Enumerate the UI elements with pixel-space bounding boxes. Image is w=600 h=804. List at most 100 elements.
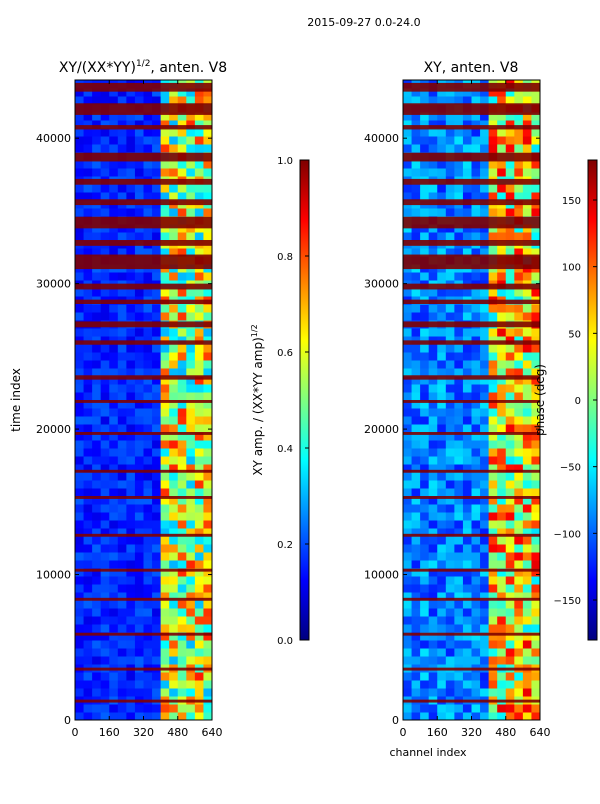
phase-heatmap-cell (522, 232, 532, 241)
amplitude-heatmap-cell (194, 640, 204, 649)
phase-heatmap-cell (462, 536, 472, 545)
amplitude-heatmap-cell (109, 704, 119, 713)
amplitude-heatmap-cell (83, 376, 93, 385)
phase-heatmap-cell (403, 520, 413, 529)
phase-heatmap-cell (480, 352, 490, 361)
phase-heatmap-cell (445, 232, 455, 241)
amplitude-heatmap-cell (134, 568, 144, 577)
phase-heatmap-cell (428, 416, 438, 425)
phase-heatmap-cell (505, 88, 515, 97)
phase-heatmap-cell (505, 144, 515, 153)
phase-heatmap (403, 80, 540, 720)
phase-heatmap-cell (488, 616, 498, 625)
amplitude-heatmap-cell (194, 384, 204, 393)
phase-heatmap-cell (471, 424, 481, 433)
amplitude-heatmap-cell (177, 120, 187, 129)
phase-heatmap-cell (497, 488, 507, 497)
amplitude-heatmap-cell (160, 120, 170, 129)
phase-heatmap-cell (462, 448, 472, 457)
amplitude-heatmap-cell (152, 160, 162, 169)
phase-heatmap-cell (462, 592, 472, 601)
amplitude-heatmap-cell (92, 488, 102, 497)
phase-heatmap-cell (411, 392, 421, 401)
phase-heatmap-cell (488, 600, 498, 609)
phase-heatmap-cell (445, 88, 455, 97)
amplitude-heatmap-cell (75, 128, 85, 137)
phase-heatmap-cell (514, 640, 524, 649)
phase-heatmap-cell (454, 208, 464, 217)
amplitude-heatmap-cell (92, 160, 102, 169)
phase-heatmap-cell (428, 208, 438, 217)
amplitude-heatmap-cell (177, 88, 187, 97)
phase-heatmap-cell (497, 184, 507, 193)
amplitude-heatmap-cell (100, 480, 110, 489)
amplitude-heatmap-cell (109, 168, 119, 177)
phase-heatmap-cell (497, 672, 507, 681)
amplitude-heatmap-cell (177, 608, 187, 617)
amplitude-heatmap-cell (203, 608, 212, 617)
phase-heatmap-cell (445, 472, 455, 481)
amplitude-heatmap-cell (109, 480, 119, 489)
phase-heatmap-cell (437, 112, 447, 121)
amplitude-heatmap-cell (194, 272, 204, 281)
amplitude-heatmap-cell (100, 512, 110, 521)
phase-heatmap-cell (505, 536, 515, 545)
phase-heatmap-cell (428, 488, 438, 497)
phase-heatmap-cell (505, 592, 515, 601)
amplitude-heatmap-cell (177, 368, 187, 377)
phase-heatmap-cell (480, 128, 490, 137)
phase-heatmap-cell (437, 192, 447, 201)
phase-heatmap-cell (488, 376, 498, 385)
phase-heatmap-cell (497, 504, 507, 513)
phase-heatmap-cell (505, 712, 515, 720)
amplitude-heatmap-cell (100, 384, 110, 393)
amplitude-heatmap-cell (169, 552, 179, 561)
amplitude-heatmap-cell (152, 304, 162, 313)
amplitude-heatmap-cell (203, 488, 212, 497)
amplitude-heatmap-cell (83, 88, 93, 97)
phase-heatmap-cell (445, 160, 455, 169)
phase-heatmap-cell (411, 208, 421, 217)
amplitude-heatmap-cell (152, 640, 162, 649)
phase-heatmap-cell (411, 456, 421, 465)
phase-heatmap-cell (454, 312, 464, 321)
phase-heatmap-cell (462, 192, 472, 201)
phase-heatmap-cell (420, 584, 430, 593)
phase-heatmap-cell (480, 392, 490, 401)
amplitude-heatmap-cell (169, 600, 179, 609)
amplitude-heatmap-cell (203, 440, 212, 449)
phase-heatmap-cell (505, 440, 515, 449)
phase-heatmap-cell (488, 520, 498, 529)
phase-heatmap-cell (403, 128, 413, 137)
phase-heatmap-cell (462, 376, 472, 385)
amplitude-flag-band (75, 240, 212, 246)
phase-heatmap-cell (488, 192, 498, 201)
amplitude-heatmap-cell (169, 168, 179, 177)
amplitude-heatmap-cell (117, 328, 127, 337)
phase-heatmap-cell (454, 584, 464, 593)
amplitude-heatmap-cell (169, 640, 179, 649)
phase-heatmap-cell (437, 496, 447, 505)
amplitude-heatmap-cell (83, 640, 93, 649)
amplitude-heatmap-cell (152, 336, 162, 345)
amplitude-heatmap-cell (109, 360, 119, 369)
phase-heatmap-cell (445, 576, 455, 585)
amplitude-heatmap-cell (83, 688, 93, 697)
amplitude-heatmap-cell (160, 680, 170, 689)
phase-heatmap-cell (462, 248, 472, 257)
phase-heatmap-cell (480, 96, 490, 105)
amplitude-heatmap-cell (177, 656, 187, 665)
phase-heatmap-cell (522, 392, 532, 401)
phase-heatmap-cell (531, 432, 540, 441)
phase-heatmap-cell (462, 96, 472, 105)
phase-heatmap-cell (522, 616, 532, 625)
amplitude-heatmap-cell (92, 408, 102, 417)
phase-heatmap-cell (531, 424, 540, 433)
phase-heatmap-cell (514, 504, 524, 513)
phase-heatmap-cell (454, 144, 464, 153)
phase-heatmap-cell (522, 192, 532, 201)
amplitude-heatmap-cell (194, 488, 204, 497)
amplitude-heatmap-cell (152, 120, 162, 129)
phase-heatmap-cell (403, 136, 413, 145)
phase-heatmap-cell (531, 616, 540, 625)
